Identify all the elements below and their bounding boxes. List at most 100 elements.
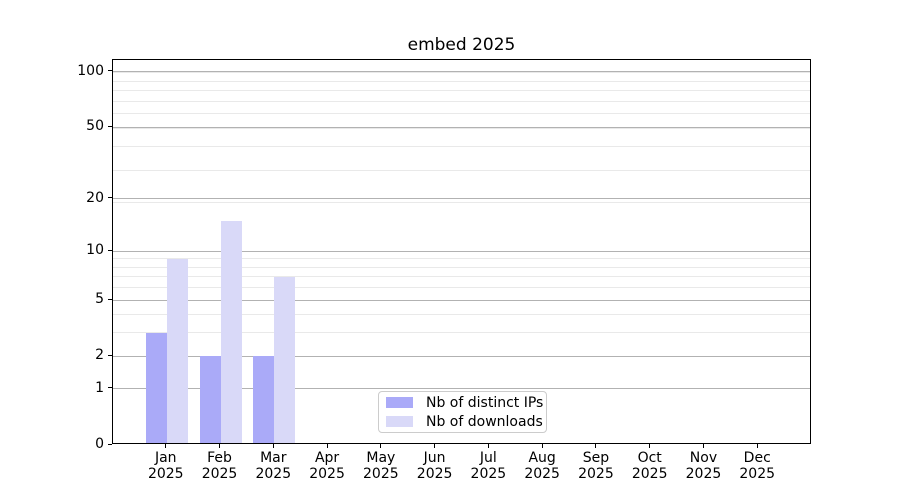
x-tick-year: 2025 [470,466,507,482]
y-tick-label-0: 0 [95,436,104,452]
plot-area [112,59,811,444]
y-tick-20 [108,197,112,199]
legend-label-distinct-ips: Nb of distinct IPs [426,394,544,411]
gridline-major-20 [113,198,810,200]
legend: Nb of distinct IPs Nb of downloads [378,391,547,433]
x-tick-year: 2025 [363,466,399,482]
y-tick-label-1: 1 [95,379,104,396]
gridline-minor [113,146,810,148]
x-tick-label-jun: Jun 2025 [395,450,475,482]
x-tick-year: 2025 [631,466,668,482]
x-tick-year: 2025 [578,466,614,482]
legend-item-distinct-ips: Nb of distinct IPs [386,394,543,411]
gridline-minor [113,266,810,268]
gridline-major-2 [113,355,810,357]
x-tick-may [380,444,382,448]
legend-label-downloads: Nb of downloads [426,413,543,430]
gridline-minor [113,287,810,289]
x-tick-jul [487,444,489,448]
legend-swatch-distinct-ips [386,397,413,408]
gridline-minor [113,202,810,204]
x-tick-month: Mar [260,450,287,466]
x-tick-oct [649,444,651,448]
gridline-major-5 [113,299,810,301]
gridline-minor [113,90,810,92]
gridline-minor [113,113,810,115]
y-tick-1 [108,387,112,389]
x-tick-month: Sep [582,450,610,466]
gridline-minor [113,80,810,82]
chart-title: embed 2025 [407,35,516,55]
y-tick-0 [108,443,112,445]
gridline-major-100 [113,71,810,73]
x-tick-label-oct: Oct 2025 [610,450,690,482]
gridline-minor [113,314,810,316]
x-tick-label-may: May 2025 [341,450,421,482]
gridline-minor [113,72,810,74]
x-tick-jun [434,444,436,448]
x-tick-label-mar: Mar 2025 [233,450,313,482]
gridline-major-1 [113,388,810,390]
x-tick-label-sep: Sep 2025 [556,450,636,482]
x-tick-jan [165,444,167,448]
y-tick-label-10: 10 [86,242,104,259]
y-tick-label-50: 50 [86,118,104,135]
x-tick-aug [541,444,543,448]
x-tick-month: Apr [314,450,340,466]
y-tick-label-5: 5 [95,291,104,308]
x-tick-year: 2025 [416,466,453,482]
bar-downloads-jan [166,258,188,443]
x-tick-label-aug: Aug 2025 [502,450,582,482]
y-tick-label-20: 20 [86,189,104,206]
y-tick-50 [108,125,112,127]
gridline-minor [113,258,810,260]
gridline-major-50 [113,126,810,128]
gridline-minor [113,332,810,334]
x-tick-month: Nov [689,450,718,466]
x-tick-month: Dec [743,450,771,466]
x-tick-apr [326,444,328,448]
x-tick-month: Feb [207,450,232,466]
gridline-major-10 [113,250,810,252]
x-tick-label-jul: Jul 2025 [448,450,528,482]
bar-downloads-mar [274,276,296,443]
x-tick-label-feb: Feb 2025 [180,450,260,482]
x-tick-year: 2025 [255,466,292,482]
x-tick-nov [702,444,704,448]
y-tick-label-100: 100 [77,62,104,79]
x-tick-year: 2025 [685,466,722,482]
x-tick-year: 2025 [147,466,184,482]
y-tick-label-2: 2 [95,347,104,364]
y-tick-5 [108,298,112,300]
x-tick-month: Aug [528,450,556,466]
x-tick-year: 2025 [201,466,238,482]
x-tick-year: 2025 [739,466,776,482]
x-tick-sep [595,444,597,448]
legend-item-downloads: Nb of downloads [386,413,543,430]
bar-distinct-ips-jan [145,332,167,443]
legend-swatch-downloads [386,416,413,427]
x-tick-year: 2025 [524,466,560,482]
gridline-minor [113,276,810,278]
x-tick-mar [272,444,274,448]
x-tick-feb [219,444,221,448]
gridline-minor [113,101,810,103]
bar-downloads-feb [220,220,242,443]
x-tick-month: Jun [423,450,446,466]
x-tick-month: Oct [637,450,662,466]
x-tick-label-apr: Apr 2025 [287,450,367,482]
x-tick-month: Jul [479,450,497,466]
x-tick-label-jan: Jan 2025 [126,450,206,482]
x-tick-month: May [366,450,396,466]
x-tick-label-nov: Nov 2025 [663,450,743,482]
bar-distinct-ips-feb [199,356,221,443]
y-tick-10 [108,249,112,251]
x-tick-month: Jan [154,450,177,466]
x-tick-dec [756,444,758,448]
y-tick-2 [108,354,112,356]
y-tick-100 [108,70,112,72]
bar-distinct-ips-mar [253,356,275,443]
gridline-minor [113,128,810,130]
gridline-minor [113,169,810,171]
